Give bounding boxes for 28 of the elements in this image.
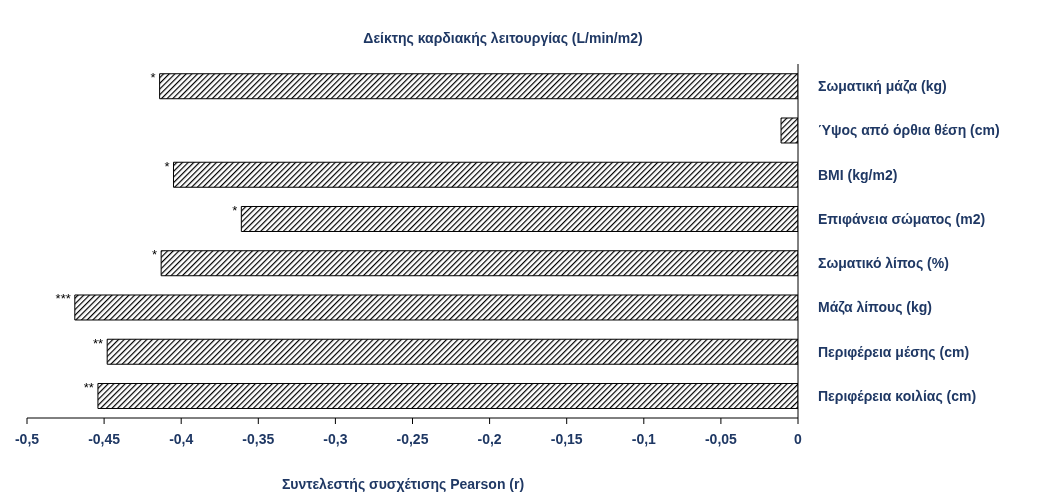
- y-tick-label: Περιφέρεια κοιλίας (cm): [818, 387, 977, 404]
- y-tick-label: Σωματικό λίπος (%): [818, 255, 949, 272]
- x-axis-title: Συντελεστής συσχέτισης Pearson (r): [280, 476, 526, 492]
- y-tick-label: BMI (kg/m2): [818, 166, 898, 183]
- x-tick-label: -0,2: [477, 430, 502, 447]
- y-tick-label: Μάζα λίπους (kg): [818, 299, 932, 316]
- x-tick-label: -0,15: [550, 430, 583, 447]
- annotation: ***: [55, 291, 71, 307]
- annotation: *: [150, 70, 156, 86]
- y-tick-label: Επιφάνεια σώματος (m2): [818, 210, 986, 227]
- chart-title: Δείκτης καρδιακής λειτουργίας (L/min/m2): [362, 30, 644, 46]
- x-tick-label: -0,1: [631, 430, 657, 447]
- annotation: *: [232, 202, 238, 218]
- x-tick-label: -0,25: [396, 430, 429, 447]
- y-tick-label: Ύψος από όρθια θέση (cm): [818, 122, 1000, 139]
- x-tick-label: -0,35: [242, 430, 275, 447]
- x-tick-label: 0: [794, 430, 803, 447]
- x-tick-label: -0,3: [323, 430, 348, 447]
- annotation: *: [164, 158, 170, 174]
- x-tick-label: -0,4: [169, 430, 194, 447]
- annotation: **: [93, 335, 104, 351]
- x-tick-label: -0,5: [14, 430, 40, 447]
- x-tick-label: -0,05: [704, 430, 738, 447]
- y-tick-label: Περιφέρεια μέσης (cm): [818, 343, 970, 360]
- x-tick-label: -0,45: [88, 430, 121, 447]
- y-tick-label: Σωματική μάζα (kg): [818, 78, 947, 95]
- annotation: **: [83, 379, 94, 395]
- annotation: *: [152, 247, 158, 263]
